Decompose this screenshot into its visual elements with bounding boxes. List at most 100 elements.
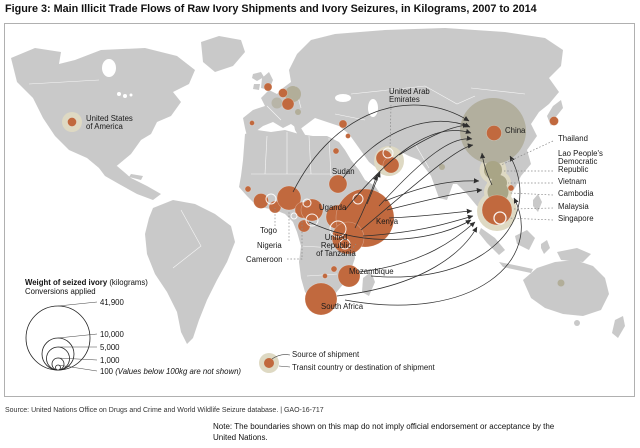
new-guinea: [557, 248, 591, 262]
size-legend-title: Weight of seized ivory (kilograms): [25, 278, 148, 287]
legend-value-100: 100 (Values below 100kg are not shown): [100, 367, 241, 376]
bubble-zambia: [330, 265, 338, 273]
madagascar: [362, 272, 375, 296]
bubble-south-africa: [304, 282, 338, 316]
source-line: Source: United Nations Office on Drugs a…: [5, 407, 324, 414]
bubble-france: [271, 97, 283, 109]
bubble-japan: [549, 116, 559, 126]
bubble-nigeria: [276, 185, 302, 211]
flow-kenya-malaysia: [388, 208, 473, 219]
ring-singapore: [493, 211, 507, 225]
flow-kenya-china: [378, 135, 473, 207]
cuba: [129, 174, 143, 180]
flow-sudan-china: [342, 120, 471, 179]
leader-cameroon: [287, 220, 303, 260]
philippines: [533, 194, 542, 212]
bubble-sea-small: [507, 184, 515, 192]
ring-west-africa: [265, 193, 277, 205]
iceland: [252, 72, 264, 81]
bubble-mozambique: [337, 264, 361, 288]
bubble-sudan: [328, 174, 348, 194]
flow-kenya-vietnam: [384, 178, 480, 202]
legend-circle-100: [55, 364, 61, 371]
java: [499, 262, 533, 273]
bubble-us-core: [67, 117, 77, 127]
flow-sweep-cambodia: [344, 197, 522, 306]
bubble-malaysia: [481, 194, 513, 226]
label-leaders: [274, 104, 554, 260]
north-america: [11, 48, 195, 174]
flow-arrows: [292, 104, 522, 306]
bubble-switzerland: [281, 97, 295, 111]
bubble-portugal: [249, 120, 255, 126]
legend-value-100-number: 100: [100, 367, 114, 376]
flow-tanzania-china: [360, 143, 474, 231]
figure-title: Figure 3: Main Illicit Trade Flows of Ra…: [5, 3, 537, 15]
size-legend-subtitle: Conversions applied: [25, 287, 96, 296]
bubble-italy: [295, 109, 301, 115]
size-legend-title-bold: Weight of seized ivory: [25, 278, 108, 287]
flow-kenya-uae: [366, 171, 381, 205]
bubble-togo: [253, 193, 269, 209]
bubble-turkey: [338, 119, 348, 129]
australia: [523, 260, 609, 316]
bubble-tanzania: [331, 221, 365, 255]
legend-source-sample: [264, 358, 274, 368]
tasmania: [574, 320, 580, 326]
inland-water: [102, 59, 378, 117]
south-america: [145, 200, 235, 344]
flow-thailand-china: [479, 152, 493, 186]
bubble-india-dot: [439, 164, 445, 170]
leader-malaysia: [512, 207, 554, 210]
ring-tanzania: [329, 220, 347, 238]
bubble-egypt: [332, 147, 340, 155]
borneo: [515, 230, 535, 250]
sumatra: [479, 228, 505, 255]
flow-mozambique-malaysia: [358, 221, 476, 273]
note-line: Note: The boundaries shown on this map d…: [213, 422, 555, 442]
bubble-uae-b: [382, 156, 400, 174]
leader-uae: [389, 104, 392, 150]
flow-uae-china: [398, 122, 469, 156]
flow-wafrica-china: [292, 104, 470, 193]
legend-value-5000: 5,000: [100, 343, 120, 352]
flow-wafrica-malaysia: [308, 219, 472, 240]
flow-sweep-china: [370, 155, 521, 278]
legend-value-41900: 41,900: [100, 298, 124, 307]
flow-kenya-cambodia: [386, 187, 483, 211]
flow-tanzania-malaysia: [362, 214, 474, 237]
bubble-zimbabwe: [322, 273, 328, 279]
size-legend-title-unit: (kilograms): [107, 278, 148, 287]
bubble-germany: [285, 86, 301, 102]
new-zealand: [612, 316, 625, 338]
size-legend-leaders: [57, 301, 98, 372]
bubble-guinea: [244, 185, 252, 193]
ireland: [253, 84, 260, 90]
flow-uganda-china: [344, 128, 472, 211]
bubble-australia-dot: [557, 279, 565, 287]
legend-value-1000: 1,000: [100, 356, 120, 365]
central-america: [99, 166, 161, 200]
bubble-netherlands: [278, 88, 288, 98]
world-map-svg: [11, 28, 625, 373]
sulawesi: [541, 240, 550, 254]
transit-rings: [265, 147, 507, 250]
bubble-china-core: [486, 125, 502, 141]
bubble-thailand: [484, 161, 502, 179]
flow-tanzania-uae: [354, 174, 378, 229]
bubble-car-drc: [300, 198, 324, 222]
greenland: [201, 36, 245, 72]
legend-footnote: (Values below 100kg are not shown): [115, 367, 242, 376]
leader-thailand: [500, 140, 554, 166]
flow-southafrica-singapore: [336, 226, 478, 297]
type-legend-sample: [259, 353, 291, 373]
bubble-syria: [345, 133, 351, 139]
ring-uae: [382, 147, 394, 159]
country-borders: [28, 79, 526, 277]
map-frame: United States of America United Arab Emi…: [4, 23, 635, 397]
leader-cambodia: [509, 192, 554, 196]
bubble-uk: [263, 82, 273, 92]
bubble-gabon: [297, 219, 311, 233]
legend-value-10000: 10,000: [100, 330, 124, 339]
